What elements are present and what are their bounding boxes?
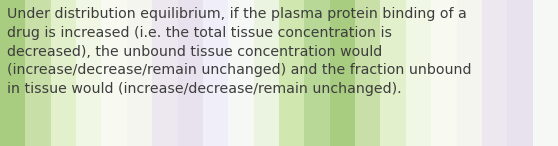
Bar	[177, 0, 203, 146]
Bar	[456, 0, 482, 146]
Bar	[228, 0, 254, 146]
Bar	[533, 0, 558, 146]
Bar	[279, 0, 304, 146]
Bar	[330, 0, 355, 146]
Bar	[406, 0, 431, 146]
Bar	[51, 0, 76, 146]
Bar	[355, 0, 381, 146]
Bar	[25, 0, 51, 146]
Text: Under distribution equilibrium, if the plasma protein binding of a
drug is incre: Under distribution equilibrium, if the p…	[7, 7, 471, 96]
Bar	[0, 0, 25, 146]
Bar	[127, 0, 152, 146]
Bar	[102, 0, 127, 146]
Bar	[304, 0, 330, 146]
Bar	[152, 0, 177, 146]
Bar	[203, 0, 228, 146]
Bar	[254, 0, 279, 146]
Bar	[482, 0, 507, 146]
Bar	[76, 0, 102, 146]
Bar	[507, 0, 533, 146]
Bar	[431, 0, 456, 146]
Bar	[381, 0, 406, 146]
